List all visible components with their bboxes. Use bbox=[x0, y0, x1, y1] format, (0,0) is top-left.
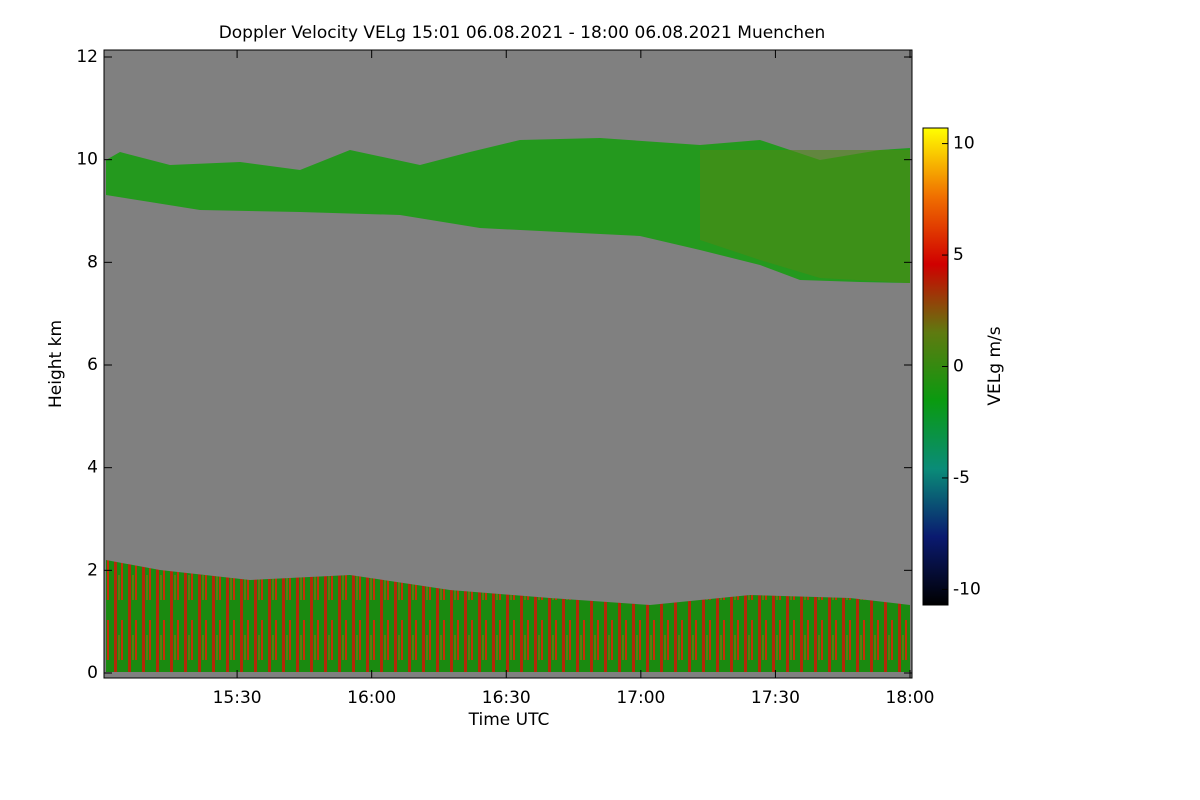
y-tick-label: 0 bbox=[87, 663, 98, 683]
y-tick-label: 12 bbox=[76, 47, 98, 67]
x-tick-label: 17:00 bbox=[616, 688, 665, 708]
colorbar-tick-label: -10 bbox=[953, 579, 981, 599]
y-tick-label: 8 bbox=[87, 252, 98, 272]
x-tick-label: 15:30 bbox=[213, 688, 262, 708]
colorbar-tick-label: 5 bbox=[953, 245, 964, 265]
x-axis-label: Time UTC bbox=[468, 710, 550, 730]
colorbar-label: VELg m/s bbox=[985, 326, 1005, 405]
cloud-band bbox=[700, 150, 910, 283]
colorbar-tick-label: 0 bbox=[953, 357, 964, 377]
plot-frame bbox=[103, 49, 913, 679]
y-tick-label: 4 bbox=[87, 458, 98, 478]
x-tick-label: 16:30 bbox=[482, 688, 531, 708]
chart-title: Doppler Velocity VELg 15:01 06.08.2021 -… bbox=[219, 23, 826, 43]
x-tick-label: 17:30 bbox=[751, 688, 800, 708]
colorbar-tick-label: 10 bbox=[953, 134, 975, 154]
x-tick-label: 16:00 bbox=[347, 688, 396, 708]
x-tick-label: 18:00 bbox=[886, 688, 935, 708]
y-tick-label: 10 bbox=[76, 150, 98, 170]
y-tick-label: 2 bbox=[87, 560, 98, 580]
boundary-layer bbox=[106, 560, 910, 672]
colorbar-tick-label: -5 bbox=[953, 468, 970, 488]
y-tick-label: 6 bbox=[87, 355, 98, 375]
y-axis-label: Height km bbox=[46, 320, 66, 408]
